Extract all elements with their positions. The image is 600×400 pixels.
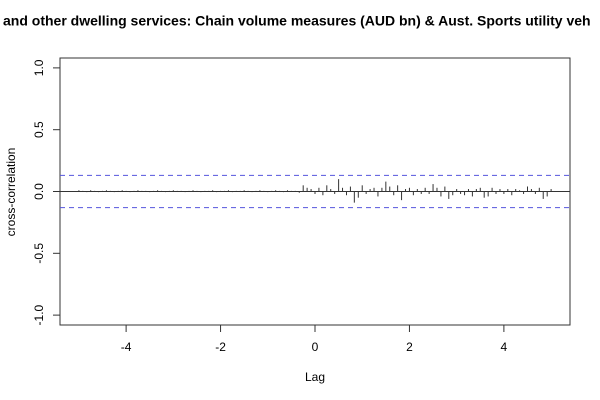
y-axis-label: cross-correlation xyxy=(4,148,18,237)
y-tick-label: 1.0 xyxy=(32,59,46,76)
x-tick-label: -4 xyxy=(121,340,132,354)
y-tick-label: 0.5 xyxy=(32,121,46,138)
y-tick-label: 0.0 xyxy=(32,183,46,200)
x-tick-label: 4 xyxy=(501,340,508,354)
x-tick-label: 2 xyxy=(406,340,413,354)
y-tick-label: -1.0 xyxy=(32,304,46,325)
y-tick-label: -0.5 xyxy=(32,243,46,264)
x-tick-label: -2 xyxy=(215,340,226,354)
x-tick-label: 0 xyxy=(312,340,319,354)
chart-title: and other dwelling services: Chain volum… xyxy=(3,13,591,29)
x-axis-label: Lag xyxy=(305,370,325,384)
